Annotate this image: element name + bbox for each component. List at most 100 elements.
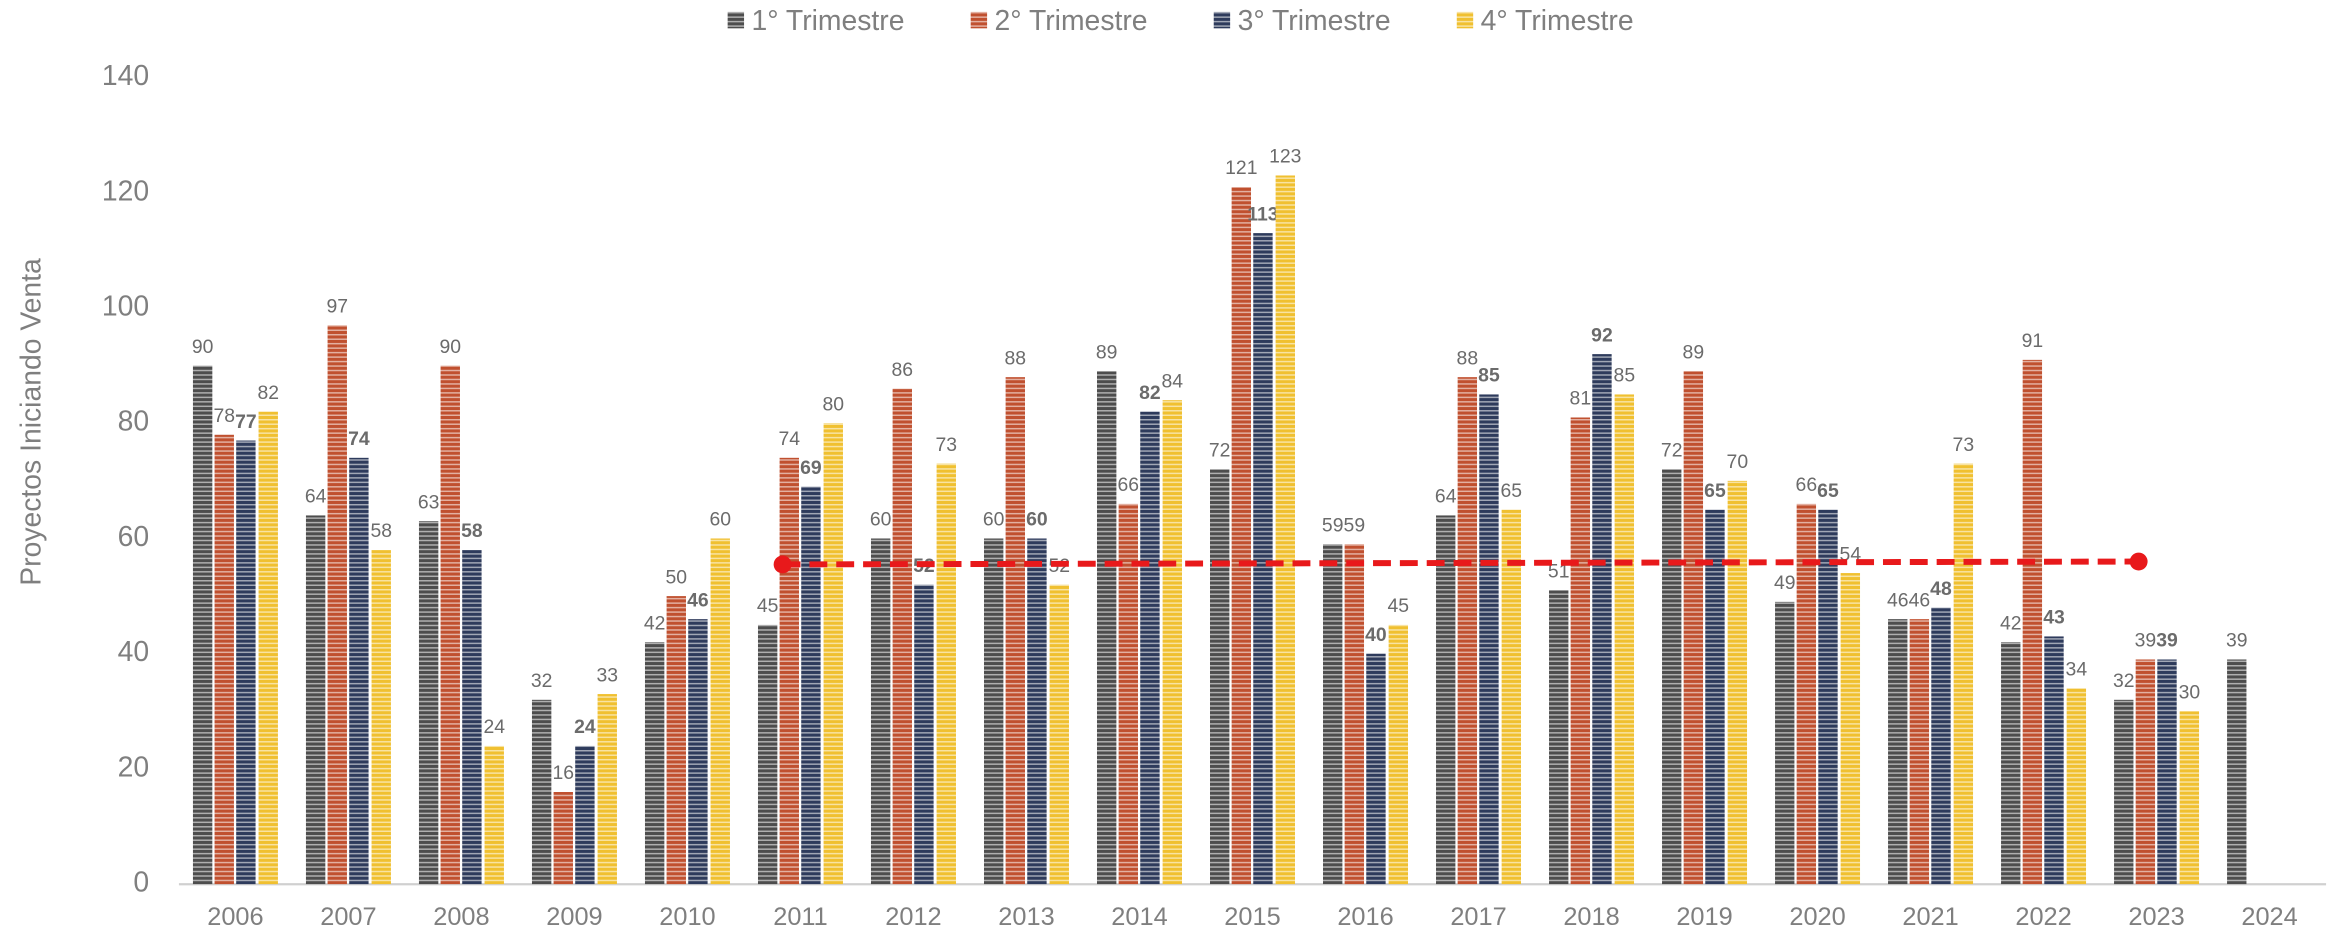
data-label: 65 (1817, 480, 1839, 502)
x-tick-label: 2021 (1902, 903, 1958, 931)
data-label: 39 (2226, 630, 2248, 652)
bar (2179, 711, 2200, 885)
bar (1436, 515, 1456, 885)
data-label: 34 (2066, 659, 2088, 681)
data-label: 60 (1026, 509, 1048, 531)
bar (597, 694, 617, 885)
data-label: 30 (2179, 682, 2201, 704)
bar (688, 619, 708, 885)
data-label: 39 (2156, 630, 2178, 652)
data-label: 123 (1269, 146, 1301, 168)
data-label: 121 (1225, 157, 1257, 179)
bar (1818, 509, 1838, 885)
x-tick-label: 2011 (773, 903, 827, 931)
bar (1323, 544, 1343, 885)
data-label: 49 (1774, 572, 1796, 594)
bar (710, 538, 730, 885)
data-label: 65 (1704, 480, 1726, 502)
bar (983, 538, 1004, 885)
bar (531, 699, 552, 885)
bar (1231, 187, 1252, 885)
trend-point (773, 555, 792, 574)
x-tick-label: 2015 (1224, 903, 1280, 931)
legend-label: 3° Trimestre (1238, 5, 1391, 37)
bar (936, 463, 956, 885)
data-label: 89 (1683, 342, 1705, 364)
data-label: 85 (1614, 365, 1636, 387)
bar (2114, 699, 2134, 885)
bar (1140, 411, 1160, 885)
bar (823, 423, 843, 885)
y-axis-title: Proyectos Iniciando Venta (15, 258, 47, 586)
data-label: 42 (644, 612, 666, 634)
bar (1479, 394, 1499, 885)
bar (2001, 642, 2021, 885)
bar (1162, 400, 1182, 885)
trend-line (782, 558, 2139, 568)
bar (801, 486, 821, 885)
x-tick-label: 2009 (546, 903, 602, 931)
bar (1931, 607, 1951, 885)
bar (214, 434, 234, 885)
bar (1775, 601, 1795, 885)
bar (575, 745, 595, 885)
data-label: 63 (418, 491, 440, 513)
x-tick-label: 2012 (885, 903, 941, 931)
bar (2066, 688, 2087, 885)
data-label: 77 (235, 411, 257, 433)
bar (779, 457, 799, 885)
bar (462, 550, 482, 885)
x-tick-label: 2018 (1563, 903, 1619, 931)
x-tick-label: 2017 (1450, 903, 1506, 931)
data-label: 90 (439, 336, 461, 358)
bar (1614, 394, 1635, 885)
data-label: 24 (574, 716, 596, 738)
legend-label: 1° Trimestre (752, 5, 905, 37)
bar (1705, 509, 1725, 885)
data-label: 66 (1796, 474, 1818, 496)
bar (1049, 584, 1069, 885)
data-label: 78 (213, 405, 235, 427)
bar (1253, 233, 1273, 885)
bar (1727, 480, 1748, 885)
data-label: 66 (1118, 474, 1140, 496)
bar (192, 365, 213, 885)
data-label: 72 (1209, 440, 1231, 462)
bar (1549, 590, 1569, 885)
bar (2135, 659, 2156, 885)
bar (644, 642, 665, 885)
data-label: 82 (257, 382, 279, 404)
data-label: 70 (1727, 451, 1749, 473)
data-label: 72 (1661, 440, 1683, 462)
bar (553, 792, 573, 885)
bar (2022, 359, 2043, 885)
data-label: 65 (1501, 480, 1523, 502)
data-label: 60 (983, 509, 1005, 531)
bar (349, 457, 369, 885)
bar (1888, 619, 1908, 885)
x-tick-label: 2019 (1676, 903, 1732, 931)
legend-swatch (727, 11, 745, 29)
data-label: 88 (1005, 347, 1027, 369)
data-label: 45 (1388, 595, 1410, 617)
legend-swatch (1213, 11, 1231, 29)
legend-label: 2° Trimestre (995, 5, 1148, 37)
data-label: 64 (305, 486, 327, 508)
data-label: 60 (709, 509, 731, 531)
bar (1275, 175, 1295, 885)
bar (305, 515, 326, 885)
data-label: 48 (1930, 578, 1952, 600)
bar (892, 388, 912, 885)
data-label: 69 (800, 457, 822, 479)
data-label: 80 (822, 393, 844, 415)
data-label: 46 (1909, 589, 1931, 611)
bar (1953, 463, 1974, 885)
bar (2227, 659, 2247, 885)
bar (371, 550, 391, 885)
data-label: 89 (1096, 342, 1118, 364)
bar (1662, 469, 1682, 885)
x-tick-label: 2008 (433, 903, 489, 931)
bar (440, 365, 460, 885)
data-label: 85 (1478, 365, 1500, 387)
